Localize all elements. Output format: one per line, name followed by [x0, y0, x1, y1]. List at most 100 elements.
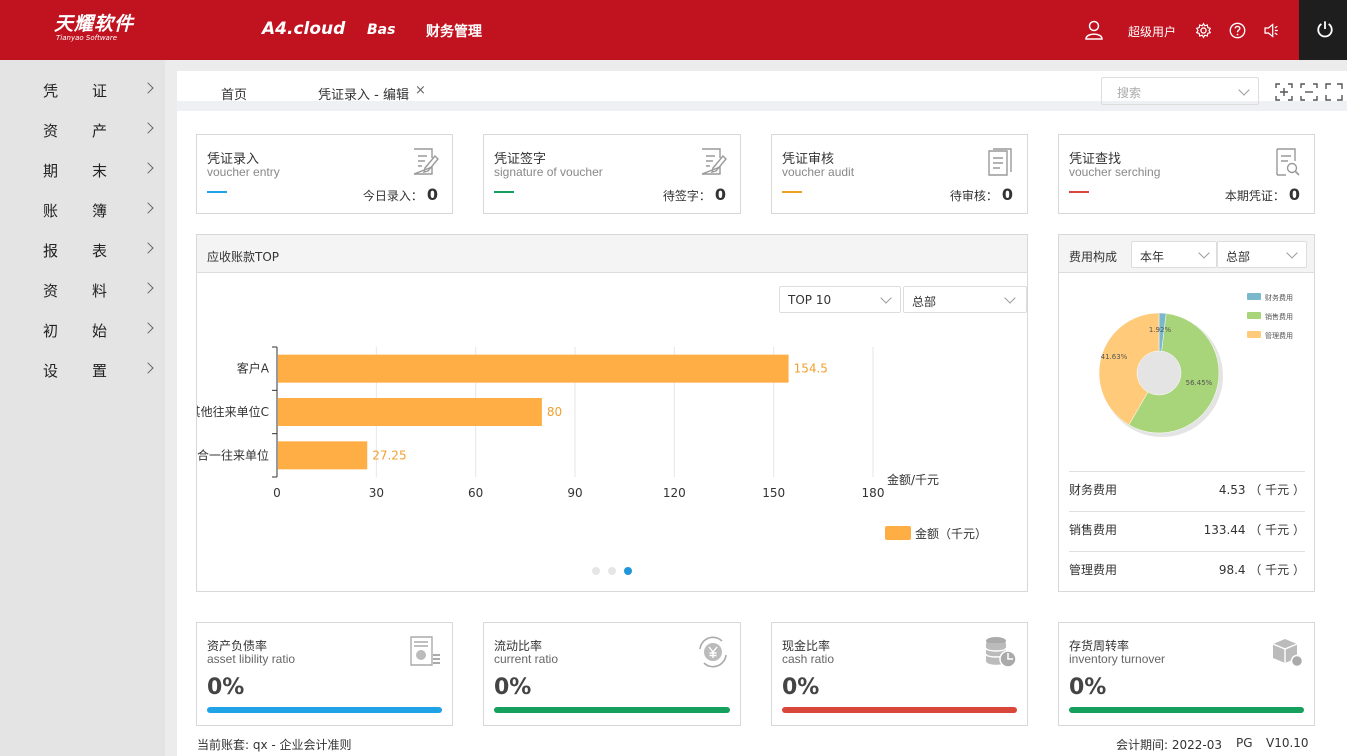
sidebar-item-label: 账: [43, 202, 59, 220]
expense-row-name: 管理费用: [1069, 563, 1118, 577]
expense-dept-value: 总部: [1226, 250, 1251, 264]
pie-legend-swatch: [1247, 331, 1261, 338]
pie-legend-label: 财务费用: [1265, 293, 1293, 302]
bar-category-label: 合一往来单位: [197, 447, 269, 462]
sidebar-item-data[interactable]: 资 料: [0, 270, 165, 310]
ratio-value: 0%: [782, 675, 820, 700]
ratio-value: 0%: [207, 675, 245, 700]
expense-dept-select[interactable]: 总部: [1217, 241, 1307, 268]
sidebar-item-voucher[interactable]: 凭 证: [0, 70, 165, 110]
chevron-right-icon: [142, 322, 154, 334]
sidebar-item-label: 表: [92, 242, 108, 260]
year-select[interactable]: 本年: [1131, 241, 1217, 268]
legend-swatch[interactable]: [885, 526, 911, 540]
close-icon[interactable]: ×: [415, 83, 426, 98]
pager-dot-2[interactable]: [608, 567, 616, 575]
sidebar-item-period-end[interactable]: 期 末: [0, 150, 165, 190]
fullscreen-icon[interactable]: [1325, 83, 1343, 101]
ratio-card-asset-liability[interactable]: 资产负债率 asset libility ratio 0%: [196, 622, 453, 726]
count-label: 今日录入：: [362, 189, 423, 203]
search-placeholder: 搜索: [1117, 86, 1142, 100]
pie-slice: [1128, 313, 1220, 434]
nav-a4cloud[interactable]: A4.cloud: [262, 19, 346, 39]
receivable-title: 应收账款TOP: [207, 250, 280, 264]
chevron-right-icon: [142, 202, 154, 214]
speaker-icon[interactable]: [1262, 22, 1280, 39]
sidebar-item-label: 末: [92, 162, 108, 180]
nav-finance[interactable]: 财务管理: [426, 24, 482, 40]
sidebar-item-reports[interactable]: 报 表: [0, 230, 165, 270]
ratio-subtitle: current ratio: [494, 652, 559, 666]
help-icon[interactable]: [1229, 22, 1246, 39]
ratio-value: 0%: [1069, 675, 1107, 700]
count-label: 待审核：: [949, 189, 998, 203]
sidebar-item-label: 料: [92, 282, 108, 300]
yen-cycle-icon: [699, 636, 727, 668]
coins-icon: [985, 637, 1017, 668]
user-icon[interactable]: [1084, 20, 1104, 40]
card-subtitle: voucher audit: [782, 165, 855, 179]
pager-dot-1[interactable]: [592, 567, 600, 575]
card-voucher-audit[interactable]: 凭证审核 voucher audit 待审核： 0: [771, 134, 1028, 214]
sidebar-item-init[interactable]: 初 始: [0, 310, 165, 350]
card-voucher-search[interactable]: 凭证查找 voucher serching 本期凭证： 0: [1058, 134, 1315, 214]
card-title: 凭证审核: [782, 152, 835, 167]
footer-period: 会计期间: 2022-03: [1116, 738, 1222, 752]
ratio-card-current[interactable]: 流动比率 current ratio 0%: [483, 622, 741, 726]
count-value: 0: [1001, 185, 1013, 204]
x-tick-label: 120: [663, 486, 686, 500]
tab-voucher-entry[interactable]: 凭证录入 - 编辑: [318, 88, 409, 103]
legend-label[interactable]: 金额（千元）: [915, 527, 988, 541]
card-count: 待签字： 0: [663, 185, 726, 204]
expense-row-name: 销售费用: [1069, 523, 1118, 537]
chevron-right-icon: [142, 82, 154, 94]
nav-bas[interactable]: Bas: [367, 22, 396, 38]
sidebar-item-ledger[interactable]: 账 簿: [0, 190, 165, 230]
ratio-value: 0%: [494, 675, 532, 700]
card-title: 凭证录入: [207, 152, 260, 167]
footer-account: 当前账套: qx - 企业会计准则: [197, 738, 352, 752]
ratio-card-inventory[interactable]: 存货周转率 inventory turnover 0%: [1058, 622, 1315, 726]
top-n-value: TOP 10: [788, 293, 832, 307]
logo-text-cn: 天耀软件: [54, 13, 135, 35]
chevron-right-icon: [142, 242, 154, 254]
power-button[interactable]: [1299, 0, 1347, 60]
sidebar-item-label: 资: [43, 122, 59, 140]
tab-bar: 首页 凭证录入 - 编辑 × 搜索: [177, 71, 1347, 111]
x-tick-label: 90: [567, 486, 582, 500]
tab-home[interactable]: 首页: [221, 88, 248, 103]
card-accent-line: [1069, 191, 1089, 193]
search-select[interactable]: 搜索: [1101, 77, 1259, 105]
gear-icon[interactable]: [1195, 22, 1212, 39]
card-count: 本期凭证： 0: [1225, 185, 1300, 204]
card-voucher-entry[interactable]: 凭证录入 voucher entry 今日录入： 0: [196, 134, 453, 214]
top-n-select[interactable]: TOP 10: [779, 286, 901, 313]
card-count: 待审核： 0: [950, 185, 1013, 204]
card-accent-line: [494, 191, 514, 193]
ratio-bar: [782, 707, 1017, 713]
sidebar-item-label: 证: [92, 82, 108, 100]
zoom-in-icon[interactable]: [1275, 83, 1293, 101]
zoom-out-icon[interactable]: [1300, 83, 1318, 101]
ratio-subtitle: cash ratio: [782, 652, 835, 666]
ratio-card-cash[interactable]: 现金比率 cash ratio 0%: [771, 622, 1028, 726]
ratio-bar: [207, 707, 442, 713]
card-voucher-sign[interactable]: 凭证签字 signature of voucher 待签字： 0: [483, 134, 741, 214]
sidebar-item-assets[interactable]: 资 产: [0, 110, 165, 150]
user-name[interactable]: 超级用户: [1128, 25, 1177, 39]
x-axis-unit-label: 金额/千元: [887, 473, 940, 487]
chevron-down-icon: [1004, 292, 1016, 304]
pager-dot-3[interactable]: [624, 567, 632, 575]
bar: [278, 398, 542, 426]
card-subtitle: voucher entry: [207, 165, 280, 179]
sidebar-item-label: 产: [92, 122, 108, 140]
x-tick-label: 0: [273, 486, 281, 500]
count-value: 0: [1288, 185, 1300, 204]
receivable-panel-header: 应收账款TOP: [197, 235, 1027, 273]
footer-pg: PG: [1236, 736, 1253, 750]
dept-select[interactable]: 总部: [903, 286, 1027, 313]
expense-row-sales: 销售费用 133.44 （ 千元 ）: [1069, 511, 1305, 551]
bar-value-label: 27.25: [372, 448, 406, 462]
expense-row-value: 98.4 （ 千元 ）: [1218, 563, 1305, 577]
sidebar-item-settings[interactable]: 设 置: [0, 350, 165, 390]
